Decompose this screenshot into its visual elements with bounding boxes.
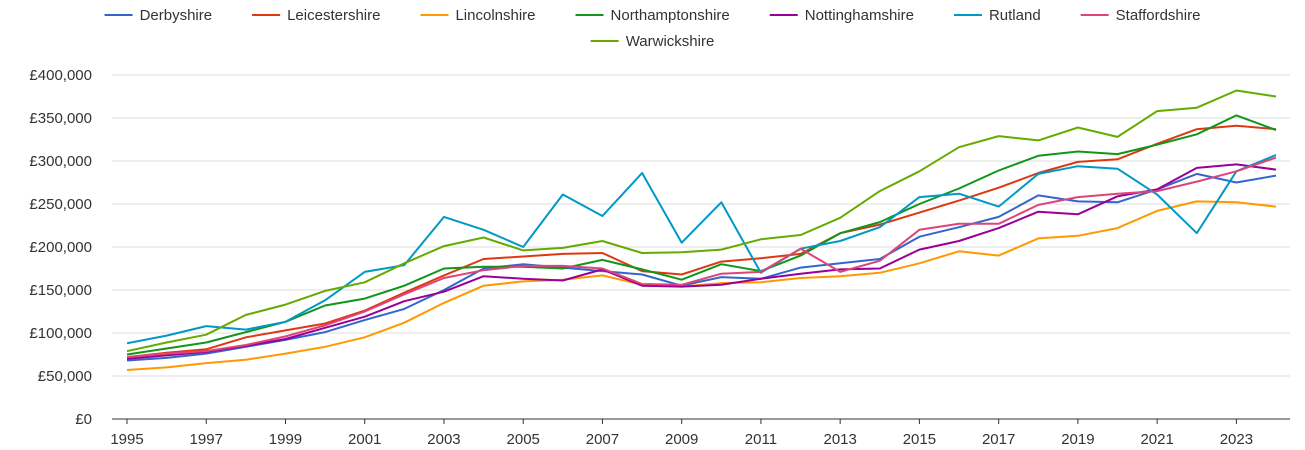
x-tick-label: 2019 (1061, 431, 1094, 448)
legend-item-nottinghamshire[interactable]: Nottinghamshire (769, 7, 914, 24)
legend-item-northamptonshire[interactable]: Northamptonshire (575, 7, 730, 24)
x-tick-label: 2005 (507, 431, 540, 448)
x-tick-label: 2021 (1140, 431, 1173, 448)
x-tick-label: 2009 (665, 431, 698, 448)
x-tick-label: 2007 (586, 431, 619, 448)
legend-label: Derbyshire (140, 7, 213, 24)
y-tick-label: £200,000 (29, 239, 92, 256)
series-line-leicestershire (126, 124, 1277, 359)
legend-item-derbyshire[interactable]: Derbyshire (104, 7, 213, 24)
x-tick-label: 2023 (1220, 431, 1253, 448)
series-line-rutland (126, 154, 1277, 345)
y-tick-label: £350,000 (29, 110, 92, 127)
x-tick-label: 1995 (110, 431, 143, 448)
y-tick-label: £300,000 (29, 153, 92, 170)
x-tick-label: 2003 (427, 431, 460, 448)
x-tick-label: 2017 (982, 431, 1015, 448)
legend-item-warwickshire[interactable]: Warwickshire (590, 33, 715, 50)
x-tick-label: 2011 (745, 431, 777, 448)
series-line-warwickshire (126, 89, 1277, 353)
legend-label: Lincolnshire (455, 7, 535, 24)
chart-legend: Derbyshire Leicestershire Lincolnshire Nort… (104, 7, 1201, 50)
legend-label: Staffordshire (1116, 7, 1201, 24)
x-tick-label: 1997 (190, 431, 223, 448)
legend-label: Warwickshire (626, 33, 715, 50)
x-tick-label: 2001 (348, 431, 381, 448)
y-tick-label: £0 (75, 411, 92, 428)
legend-item-rutland[interactable]: Rutland (953, 7, 1041, 24)
series-line-staffordshire (126, 156, 1277, 359)
legend-label: Leicestershire (287, 7, 380, 24)
y-tick-label: £100,000 (29, 325, 92, 342)
legend-label: Nottinghamshire (805, 7, 914, 24)
y-tick-label: £250,000 (29, 196, 92, 213)
y-tick-label: £50,000 (38, 368, 92, 385)
legend-label: Rutland (989, 7, 1041, 24)
legend-item-leicestershire[interactable]: Leicestershire (252, 7, 380, 24)
series-line-northamptonshire (126, 114, 1277, 356)
legend-item-staffordshire[interactable]: Staffordshire (1080, 7, 1201, 24)
y-tick-label: £150,000 (29, 282, 92, 299)
series-line-derbyshire (126, 172, 1277, 362)
y-tick-label: £400,000 (29, 67, 92, 84)
x-tick-label: 1999 (269, 431, 302, 448)
legend-item-lincolnshire[interactable]: Lincolnshire (420, 7, 536, 24)
series-lines (126, 89, 1277, 371)
x-tick-label: 2015 (903, 431, 936, 448)
series-line-nottinghamshire (126, 163, 1277, 360)
legend-label: Northamptonshire (611, 7, 730, 24)
x-tick-label: 2013 (823, 431, 856, 448)
x-axis: 1995 1997 1999 2001 2003 2005 2007 2009 2011 2013… (110, 418, 1290, 448)
y-axis-tick-labels: £0 £50,000 £100,000 £150,000 £200,000 £250,00… (29, 67, 92, 428)
